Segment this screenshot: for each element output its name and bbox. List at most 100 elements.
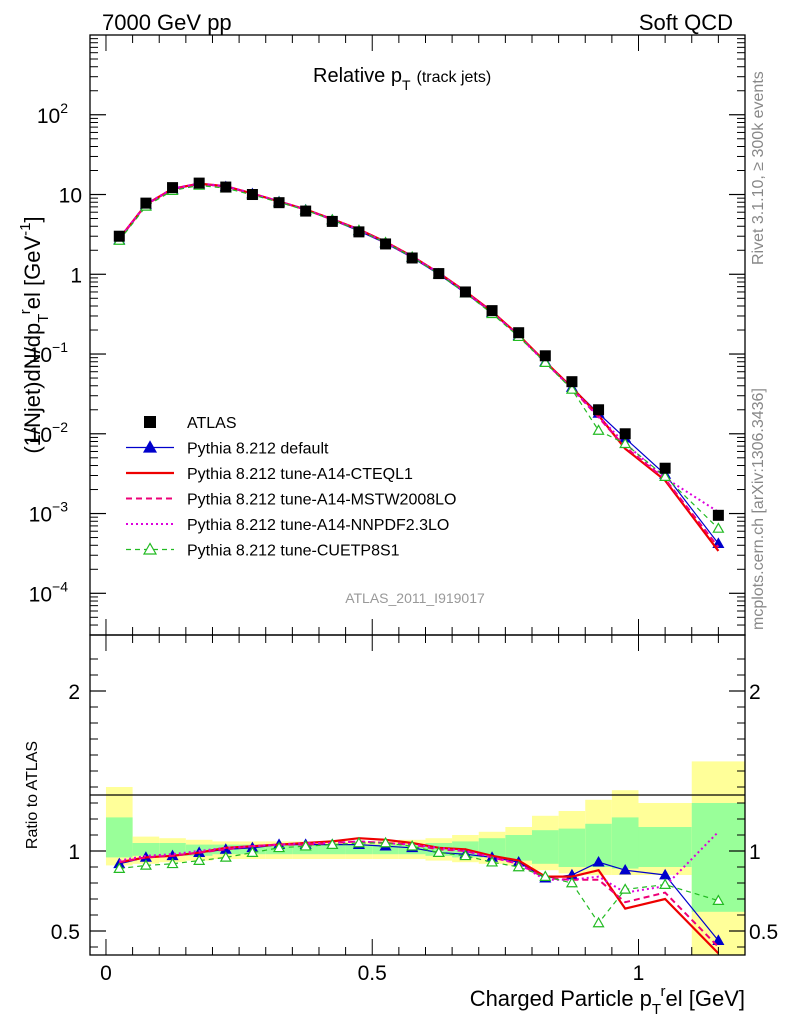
ratio-frame xyxy=(89,634,746,956)
ratio-band-inner xyxy=(558,828,586,867)
main-y-tick-label: 10−4 xyxy=(29,578,69,606)
main-y-axis-label: (1/Njet)dN/dpTrel [GeV-1] xyxy=(17,216,52,453)
ratio-y-tick-label-right: 1 xyxy=(749,841,761,864)
ratio-band-inner xyxy=(105,817,133,858)
ratio-point-cuetp8s1 xyxy=(379,836,392,848)
legend-label-nnpdf: Pythia 8.212 tune-A14-NNPDF2.3LO xyxy=(187,517,449,534)
ratio-point-cuetp8s1 xyxy=(246,846,259,857)
ratio-band-inner xyxy=(691,803,745,912)
main-point-data xyxy=(433,268,445,280)
ratio-panel: 2 2 1 1 0.5 0.5 0 0.5 1 Ratio to ATLAS Charged P… xyxy=(24,634,778,1018)
ratio-point-cuetp8s1 xyxy=(539,870,552,881)
main-point-data xyxy=(513,327,525,339)
site-note: mcplots.cern.ch [arXiv:1306.3436] xyxy=(750,388,767,630)
legend: ATLAS Pythia 8.212 default Pythia 8.212 tu… xyxy=(126,415,456,560)
main-point-data xyxy=(140,197,152,209)
ratio-band-inner xyxy=(638,827,692,867)
main-point-data xyxy=(300,205,312,217)
legend-label-default: Pythia 8.212 default xyxy=(187,441,329,458)
ratio-band-inner xyxy=(345,844,373,855)
legend-label-cuetp8s1: Pythia 8.212 tune-CUETP8S1 xyxy=(187,543,400,560)
main-point-default xyxy=(712,537,725,548)
main-point-cuetp8s1 xyxy=(619,437,632,449)
ratio-y-tick-label-right: 0.5 xyxy=(749,921,778,944)
main-point-data xyxy=(539,350,551,362)
ratio-series-line-cuetp8s1 xyxy=(119,842,719,925)
ratio-point-cuetp8s1 xyxy=(326,838,339,849)
x-tick-label: 0 xyxy=(100,962,112,985)
ratio-point-cuetp8s1 xyxy=(166,857,179,869)
main-point-data xyxy=(167,182,179,194)
ratio-point-cuetp8s1 xyxy=(273,841,286,853)
main-point-data xyxy=(593,404,605,416)
main-y-ticks: 102 10 1 10−1 10−2 10−3 10−4 xyxy=(29,35,746,636)
legend-marker-cuetp8s1 xyxy=(142,542,158,555)
legend-marker-data xyxy=(144,416,156,428)
ratio-band-inner xyxy=(318,844,346,855)
ratio-point-cuetp8s1 xyxy=(659,878,672,889)
main-point-cuetp8s1 xyxy=(592,424,605,435)
analysis-id: ATLAS_2011_I919017 xyxy=(345,590,485,606)
legend-label-cteql1: Pythia 8.212 tune-A14-CTEQL1 xyxy=(187,466,413,483)
ratio-band-inner xyxy=(531,830,559,864)
energy-label: 7000 GeV pp xyxy=(102,10,232,35)
ratio-point-cuetp8s1 xyxy=(139,859,152,870)
main-y-tick-label: 1 xyxy=(70,264,82,287)
ratio-point-cuetp8s1 xyxy=(352,836,365,848)
main-panel: Relative pT (track jets) ATLAS_2011_I9190… xyxy=(17,34,746,636)
ratio-band-inner xyxy=(478,838,506,858)
legend-label-data: ATLAS xyxy=(187,415,237,432)
main-title: Relative pT (track jets) xyxy=(313,65,491,93)
ratio-point-cuetp8s1 xyxy=(193,854,206,865)
ratio-point-cuetp8s1 xyxy=(712,894,725,905)
main-point-data xyxy=(113,230,125,242)
main-point-data xyxy=(566,376,578,388)
ratio-point-cuetp8s1 xyxy=(432,846,445,857)
ratio-y-tick-label-right: 2 xyxy=(749,681,761,704)
main-point-data xyxy=(380,238,392,250)
ratio-point-cuetp8s1 xyxy=(565,876,578,888)
ratio-series-line-nnpdf xyxy=(119,831,720,894)
main-point-data xyxy=(353,226,365,238)
main-y-tick-label: 10 xyxy=(59,185,82,208)
main-series xyxy=(113,177,725,552)
ratio-point-cuetp8s1 xyxy=(113,862,126,873)
main-point-cuetp8s1 xyxy=(565,383,578,394)
ratio-y-tick-label-left: 1 xyxy=(68,841,80,864)
x-tick-label: 1 xyxy=(633,962,645,985)
main-point-data xyxy=(486,305,498,317)
ratio-point-cuetp8s1 xyxy=(592,916,605,928)
main-point-data xyxy=(193,177,205,189)
process-label: Soft QCD xyxy=(639,10,733,35)
ratio-point-cuetp8s1 xyxy=(406,839,419,851)
ratio-band-inner xyxy=(132,843,160,856)
main-point-data xyxy=(246,189,258,201)
ratio-point-cuetp8s1 xyxy=(459,849,472,861)
ratio-point-default xyxy=(712,934,725,945)
main-point-data xyxy=(619,428,631,440)
ratio-y-axis-label: Ratio to ATLAS xyxy=(24,741,41,849)
ratio-point-default xyxy=(592,855,605,867)
main-point-data xyxy=(406,252,418,264)
main-point-data xyxy=(220,181,232,193)
ratio-band-inner xyxy=(611,817,639,869)
ratio-point-cuetp8s1 xyxy=(299,839,312,851)
main-series-line-cuetp8s1 xyxy=(118,184,719,529)
main-point-data xyxy=(273,197,285,209)
ratio-point-cuetp8s1 xyxy=(619,883,632,894)
ratio-series xyxy=(113,831,725,955)
ratio-y-tick-label-left: 2 xyxy=(68,681,80,704)
main-y-tick-label: 10−1 xyxy=(29,339,69,367)
main-point-data xyxy=(659,462,671,474)
rivet-note: Rivet 3.1.10, ≥ 300k events xyxy=(750,71,767,265)
ratio-y-tick-label-left: 0.5 xyxy=(51,921,80,944)
main-y-tick-label: 10−3 xyxy=(29,499,69,527)
main-point-data xyxy=(712,509,724,521)
x-tick-label: 0.5 xyxy=(358,962,387,985)
main-point-data xyxy=(459,286,471,298)
legend-label-mstw: Pythia 8.212 tune-A14-MSTW2008LO xyxy=(187,492,456,509)
main-point-cuetp8s1 xyxy=(712,522,725,533)
ratio-point-default xyxy=(619,863,632,875)
main-point-cuetp8s1 xyxy=(539,356,552,367)
main-point-data xyxy=(326,215,338,227)
